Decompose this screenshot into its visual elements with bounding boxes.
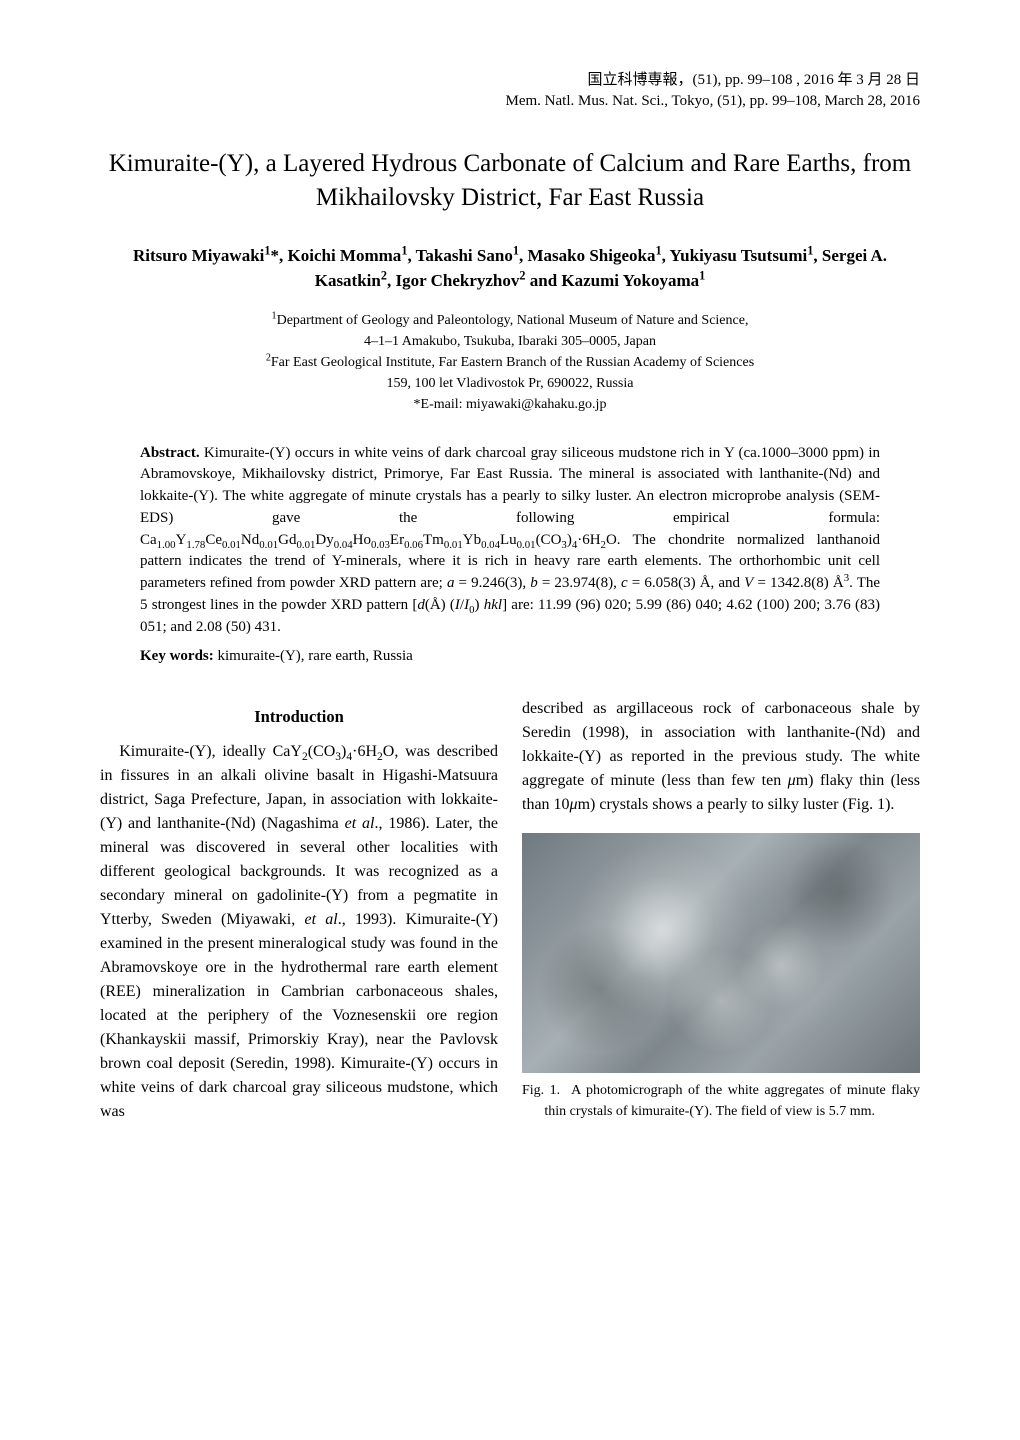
figure-1-caption: Fig. 1. A photomicrograph of the white a… bbox=[522, 1081, 920, 1122]
body-columns: Introduction Kimuraite-(Y), ideally CaY2… bbox=[100, 697, 920, 1124]
right-column: described as argillaceous rock of carbon… bbox=[522, 697, 920, 1124]
keywords: Key words: kimuraite-(Y), rare earth, Ru… bbox=[140, 646, 880, 667]
affiliations: 1Department of Geology and Paleontology,… bbox=[100, 310, 920, 415]
left-column: Introduction Kimuraite-(Y), ideally CaY2… bbox=[100, 697, 498, 1124]
publication-info: 国立科博専報，(51), pp. 99–108 , 2016 年 3 月 28 … bbox=[100, 70, 920, 112]
abstract: Abstract. Kimuraite-(Y) occurs in white … bbox=[140, 443, 880, 639]
figure-1-image bbox=[522, 833, 920, 1073]
intro-para-right: described as argillaceous rock of carbon… bbox=[522, 697, 920, 817]
abstract-text: Kimuraite-(Y) occurs in white veins of d… bbox=[140, 445, 880, 635]
abstract-label: Abstract. bbox=[140, 445, 200, 461]
section-heading-introduction: Introduction bbox=[100, 705, 498, 728]
keywords-label: Key words: bbox=[140, 648, 214, 664]
keywords-text: kimuraite-(Y), rare earth, Russia bbox=[214, 648, 413, 664]
authors: Ritsuro Miyawaki1*, Koichi Momma1, Takas… bbox=[100, 243, 920, 294]
pub-line-jp: 国立科博専報，(51), pp. 99–108 , 2016 年 3 月 28 … bbox=[100, 70, 920, 91]
pub-line-en: Mem. Natl. Mus. Nat. Sci., Tokyo, (51), … bbox=[100, 91, 920, 112]
article-title: Kimuraite-(Y), a Layered Hydrous Carbona… bbox=[100, 147, 920, 215]
intro-para-left: Kimuraite-(Y), ideally CaY2(CO3)4·6H2O, … bbox=[100, 740, 498, 1124]
figure-1: Fig. 1. A photomicrograph of the white a… bbox=[522, 833, 920, 1122]
